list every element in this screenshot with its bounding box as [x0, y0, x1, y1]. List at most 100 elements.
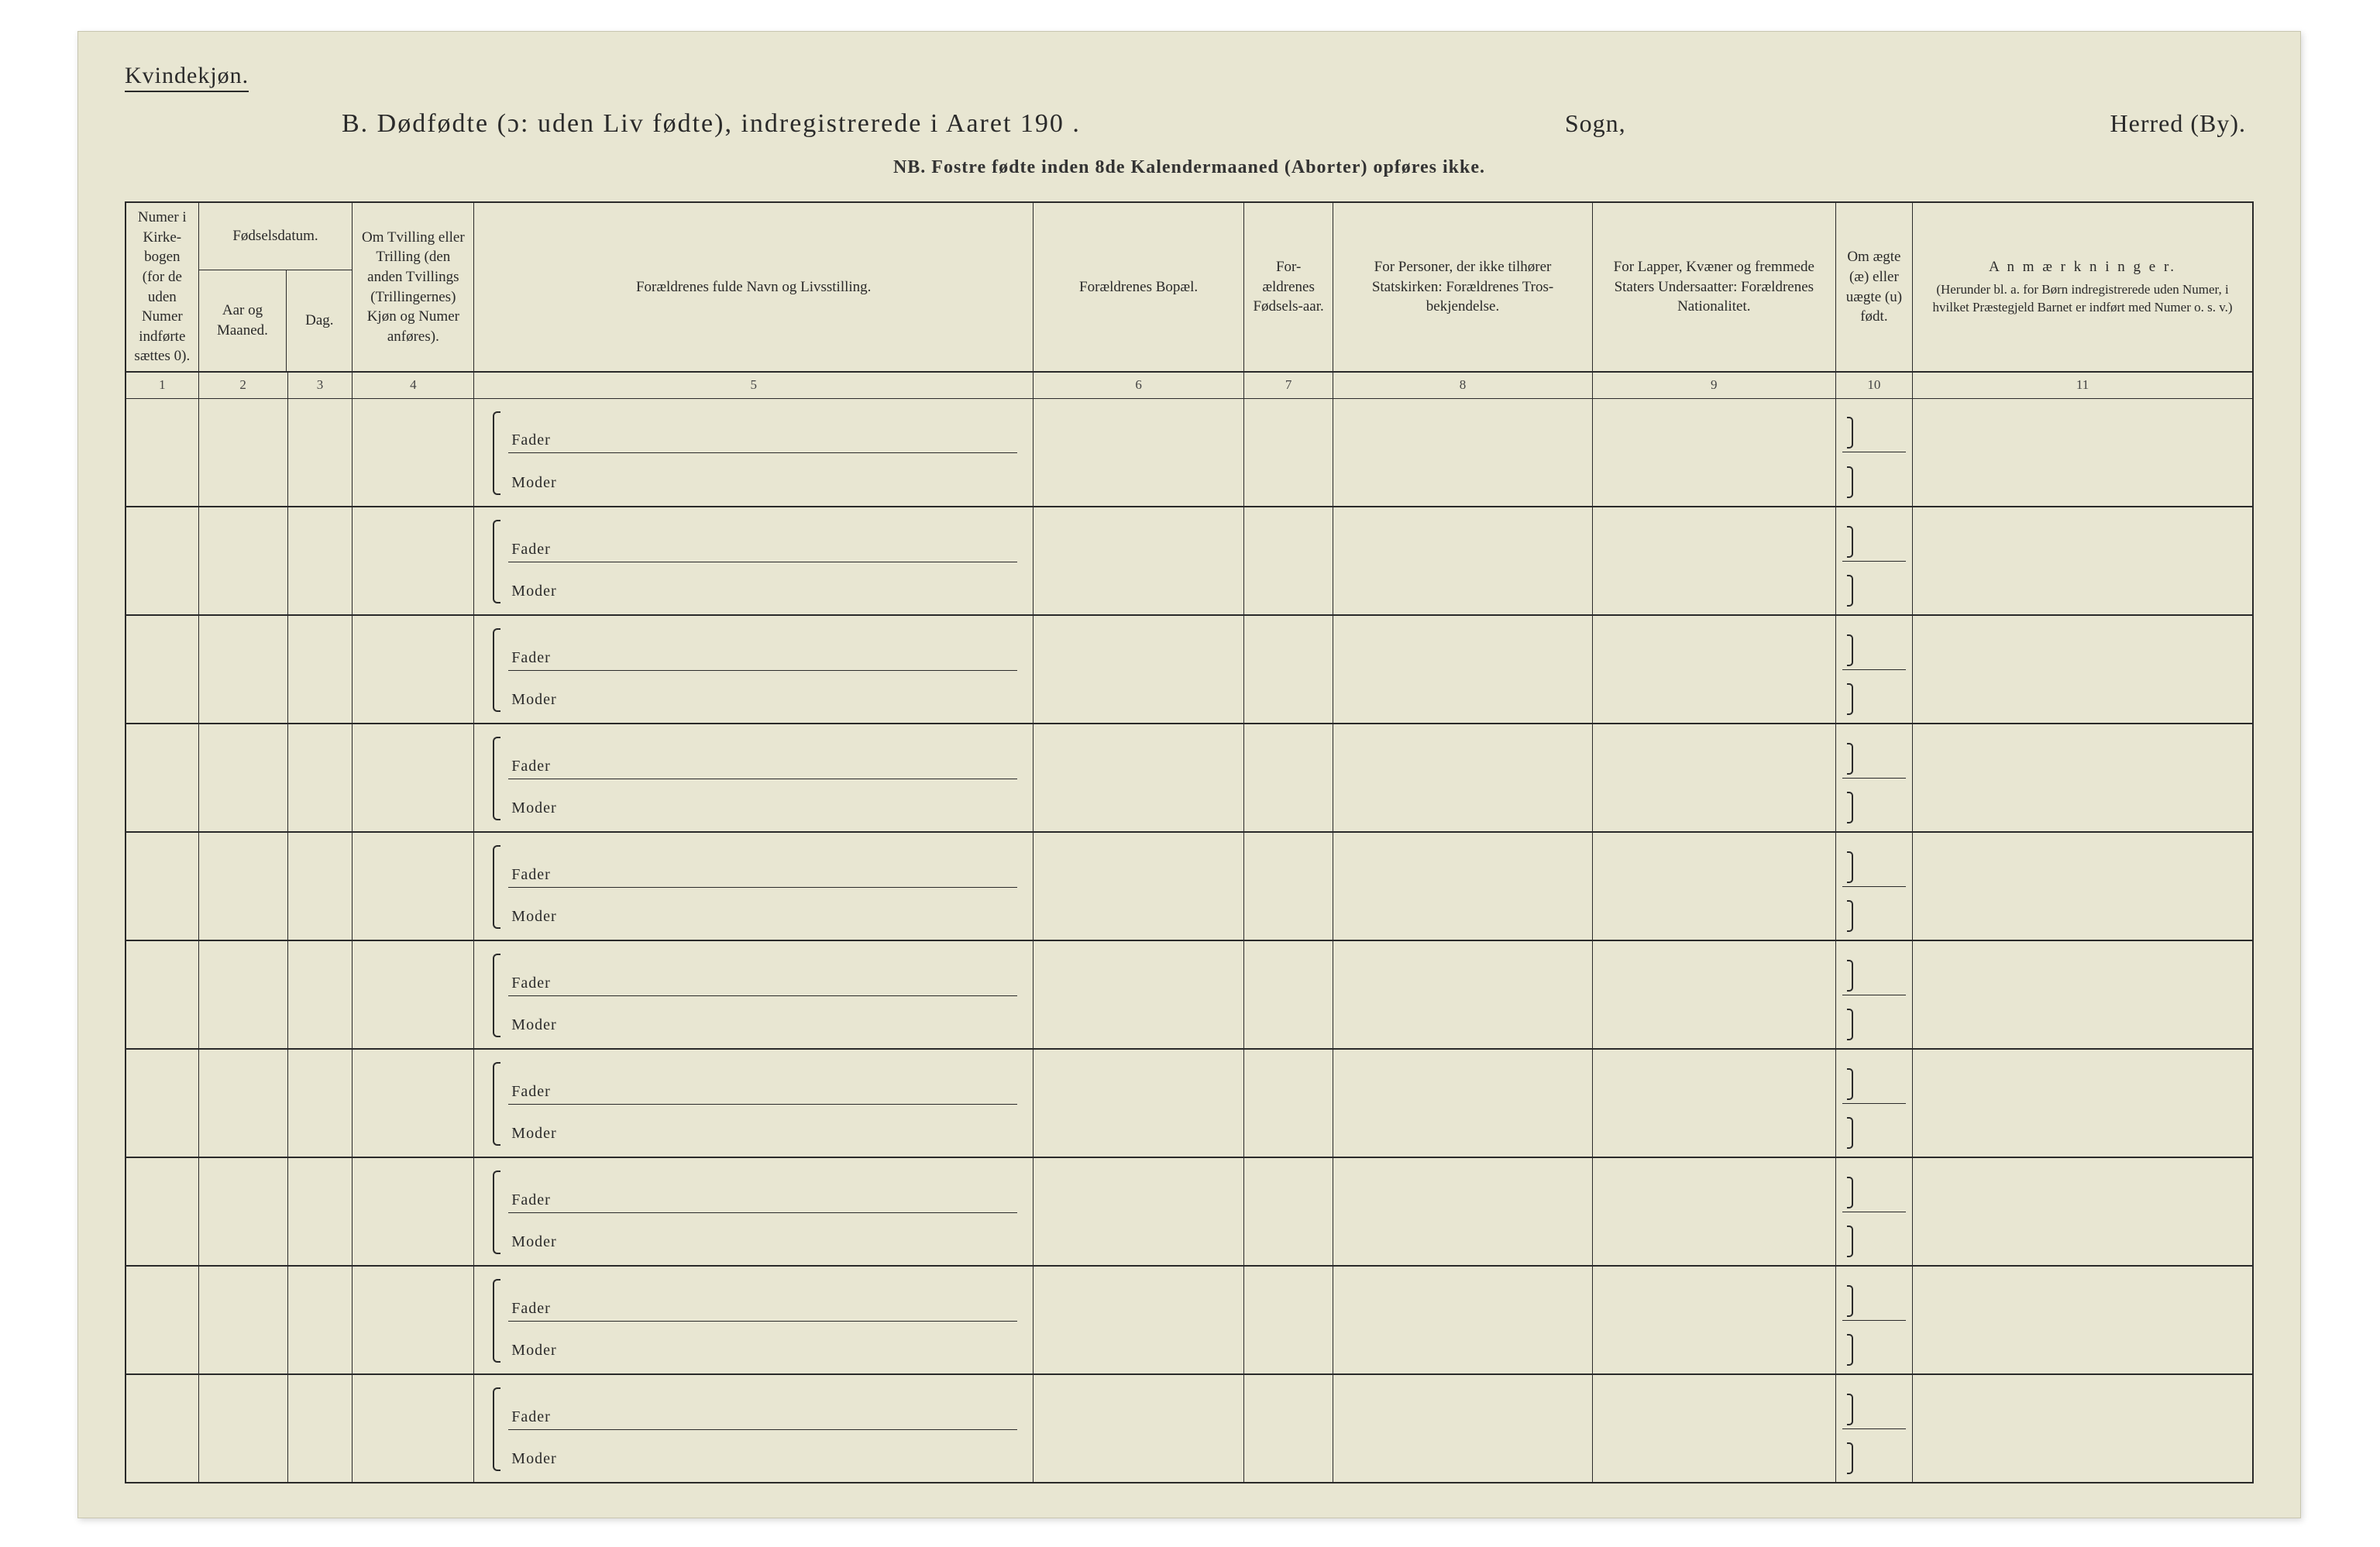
- column-header: For-ældrenes Fødsels-aar.: [1244, 202, 1333, 372]
- table-cell: [1034, 832, 1244, 940]
- table-cell: [1244, 832, 1333, 940]
- table-cell: [1034, 724, 1244, 832]
- table-cell: [1244, 1157, 1333, 1266]
- moder-label: Moder: [508, 691, 556, 709]
- moder-label: Moder: [508, 1450, 556, 1468]
- table-row: Fader Moder: [126, 1157, 2253, 1266]
- table-cell: [198, 832, 287, 940]
- table-row: FaderModer: [126, 832, 2253, 940]
- table-cell: [1913, 507, 2253, 615]
- table-cell: Fader Moder: [474, 1049, 1034, 1157]
- table-cell: [126, 1049, 198, 1157]
- column-header: For Personer, der ikke tilhører Statskir…: [1333, 202, 1593, 372]
- table-cell: [1835, 1266, 1912, 1374]
- table-cell: [1835, 1049, 1912, 1157]
- table-cell: [1913, 1374, 2253, 1483]
- table-cell: [126, 724, 198, 832]
- moder-label: Moder: [508, 799, 556, 817]
- table-cell: [353, 1157, 474, 1266]
- table-cell: [1333, 832, 1593, 940]
- table-cell: [1913, 1049, 2253, 1157]
- table-row: FaderModer: [126, 940, 2253, 1049]
- column-number: 1: [126, 372, 198, 398]
- table-cell: [126, 398, 198, 507]
- table-cell: [1592, 1049, 1835, 1157]
- table-cell: [126, 507, 198, 615]
- moder-label: Moder: [508, 1233, 556, 1251]
- table-cell: [287, 615, 353, 724]
- table-row: Fader Moder: [126, 615, 2253, 724]
- table-cell: [1333, 398, 1593, 507]
- table-cell: [126, 1157, 198, 1266]
- table-cell: [1333, 615, 1593, 724]
- table-cell: [353, 940, 474, 1049]
- fader-label: Fader: [508, 1083, 551, 1101]
- table-cell: [1835, 615, 1912, 724]
- table-cell: [1034, 1157, 1244, 1266]
- table-cell: [198, 940, 287, 1049]
- table-cell: [1913, 398, 2253, 507]
- table-cell: [1835, 724, 1912, 832]
- table-cell: [1592, 724, 1835, 832]
- table-cell: [353, 832, 474, 940]
- table-cell: [1034, 507, 1244, 615]
- table-cell: [1592, 1266, 1835, 1374]
- table-cell: FaderModer: [474, 940, 1034, 1049]
- table-cell: [1913, 615, 2253, 724]
- column-number: 11: [1913, 372, 2253, 398]
- table-cell: [287, 1374, 353, 1483]
- column-number: 6: [1034, 372, 1244, 398]
- table-cell: [1333, 724, 1593, 832]
- table-cell: [287, 832, 353, 940]
- column-header: A n m æ r k n i n g e r.(Herunder bl. a.…: [1913, 202, 2253, 372]
- table-cell: [126, 1374, 198, 1483]
- table-cell: [1835, 507, 1912, 615]
- column-number: 8: [1333, 372, 1593, 398]
- table-cell: [1034, 1266, 1244, 1374]
- herred-label: Herred (By).: [2110, 109, 2246, 138]
- table-cell: [126, 940, 198, 1049]
- table-cell: [1913, 1266, 2253, 1374]
- table-cell: [1913, 724, 2253, 832]
- fader-label: Fader: [508, 649, 551, 667]
- table-cell: [1592, 615, 1835, 724]
- table-cell: [198, 615, 287, 724]
- page-title: B. Dødfødte (ɔ: uden Liv fødte), indregi…: [342, 109, 1081, 139]
- table-cell: [353, 398, 474, 507]
- table-cell: [287, 507, 353, 615]
- fader-label: Fader: [508, 1191, 551, 1209]
- column-header: Numer i Kirke-bogen (for de uden Numer i…: [126, 202, 198, 372]
- table-cell: Fader Moder: [474, 1157, 1034, 1266]
- table-cell: [1835, 1374, 1912, 1483]
- table-cell: [1244, 1374, 1333, 1483]
- table-cell: [353, 1374, 474, 1483]
- table-cell: [287, 1157, 353, 1266]
- moder-label: Moder: [508, 908, 556, 926]
- column-number: 10: [1835, 372, 1912, 398]
- moder-label: Moder: [508, 1125, 556, 1143]
- table-cell: [353, 1266, 474, 1374]
- table-cell: [1034, 398, 1244, 507]
- table-cell: [1592, 398, 1835, 507]
- top-row: Kvindekjøn.: [125, 63, 2254, 92]
- fader-label: Fader: [508, 1300, 551, 1318]
- table-cell: [1333, 940, 1593, 1049]
- table-cell: [1244, 1049, 1333, 1157]
- table-cell: [1244, 507, 1333, 615]
- table-cell: [1913, 940, 2253, 1049]
- table-row: FaderModer: [126, 1266, 2253, 1374]
- moder-label: Moder: [508, 1016, 556, 1034]
- table-cell: [1244, 940, 1333, 1049]
- fader-label: Fader: [508, 1408, 551, 1426]
- table-row: FaderModer: [126, 398, 2253, 507]
- table-cell: [1592, 940, 1835, 1049]
- table-cell: [1244, 398, 1333, 507]
- table-row: FaderModer: [126, 724, 2253, 832]
- table-cell: [353, 1049, 474, 1157]
- table-cell: Fader Moder: [474, 615, 1034, 724]
- table-cell: [353, 615, 474, 724]
- table-cell: FaderModer: [474, 1266, 1034, 1374]
- table-cell: [287, 724, 353, 832]
- ledger-table: Numer i Kirke-bogen (for de uden Numer i…: [125, 201, 2254, 1483]
- column-header: Om ægte (æ) eller uægte (u) født.: [1835, 202, 1912, 372]
